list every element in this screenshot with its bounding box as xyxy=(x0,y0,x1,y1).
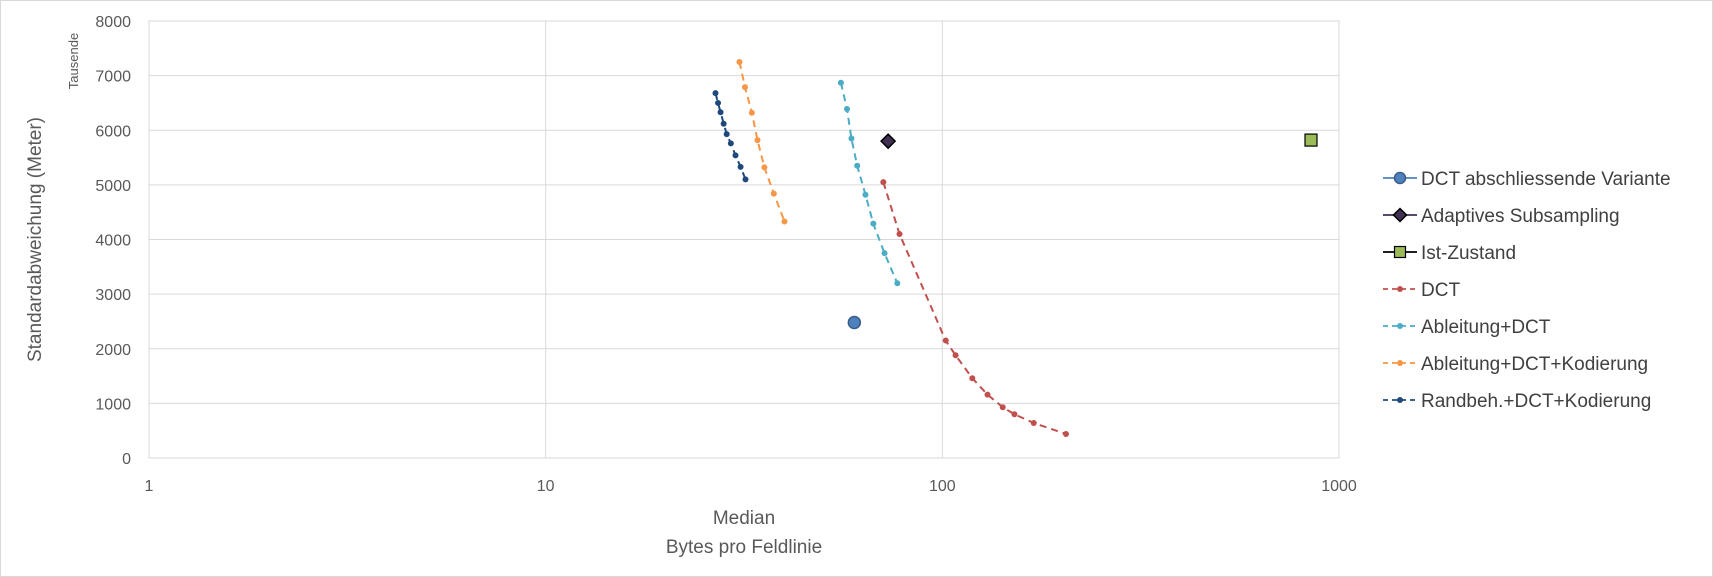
legend-label: Ist-Zustand xyxy=(1421,243,1516,264)
x-axis-ticks: 1 10 100 1000 xyxy=(145,478,1357,495)
y-axis-title: Standardabweichung (Meter) xyxy=(25,117,46,362)
legend-label: Ableitung+DCT xyxy=(1421,317,1551,338)
data-point-dot xyxy=(881,250,888,257)
series-3 xyxy=(880,179,1069,437)
y-tick-label: 1000 xyxy=(95,396,131,413)
data-point-square xyxy=(1304,133,1318,147)
x-tick-label: 10 xyxy=(537,478,555,495)
data-point-dot xyxy=(870,220,877,227)
legend-item: Ist-Zustand xyxy=(1383,243,1516,264)
series-line xyxy=(839,82,899,284)
x-axis-title-line1: Median xyxy=(713,508,775,529)
legend-label: DCT xyxy=(1421,280,1460,301)
y-axis-unit-label: Tausende xyxy=(66,33,81,89)
legend-item: Ableitung+DCT+Kodierung xyxy=(1383,354,1648,375)
data-point-circle xyxy=(1393,171,1407,185)
y-tick-label: 3000 xyxy=(95,287,131,304)
data-point-dot xyxy=(723,131,730,138)
data-point-dot xyxy=(880,179,887,186)
legend-item: Ableitung+DCT xyxy=(1383,317,1551,338)
legend: DCT abschliessende Variante Adaptives Sub… xyxy=(1383,169,1671,412)
data-point-dot xyxy=(715,99,722,106)
series-5 xyxy=(736,58,788,225)
series-layer xyxy=(712,58,1318,437)
series-0 xyxy=(847,315,862,330)
data-point-dot xyxy=(748,109,755,116)
legend-label: Adaptives Subsampling xyxy=(1421,206,1620,227)
series-4 xyxy=(837,79,901,287)
data-point-dot xyxy=(1397,286,1403,292)
data-point-dot xyxy=(742,176,749,183)
series-1 xyxy=(880,133,897,150)
x-tick-label: 100 xyxy=(929,478,956,495)
data-point-dot xyxy=(736,58,743,65)
y-tick-label: 6000 xyxy=(95,123,131,140)
data-point-dot xyxy=(754,137,761,144)
legend-item: DCT xyxy=(1383,280,1460,301)
series-line xyxy=(882,181,1067,435)
data-point-dot xyxy=(781,218,788,225)
data-point-dot xyxy=(1011,411,1018,418)
data-point-dot xyxy=(770,190,777,197)
legend-item: Adaptives Subsampling xyxy=(1383,206,1620,227)
x-axis-title-line2: Bytes pro Feldlinie xyxy=(666,537,822,558)
data-point-dot xyxy=(712,90,719,97)
data-point-dot xyxy=(844,105,851,112)
data-point-dot xyxy=(1030,420,1037,427)
y-tick-label: 5000 xyxy=(95,178,131,195)
data-point-dot xyxy=(942,337,949,344)
legend-label: Randbeh.+DCT+Kodierung xyxy=(1421,391,1651,412)
y-tick-label: 2000 xyxy=(95,342,131,359)
legend-label: Ableitung+DCT+Kodierung xyxy=(1421,354,1648,375)
plot-area xyxy=(148,20,1340,459)
data-point-diamond xyxy=(1392,207,1408,223)
legend-item: Randbeh.+DCT+Kodierung xyxy=(1383,391,1651,412)
data-point-diamond xyxy=(880,133,897,150)
data-point-dot xyxy=(952,352,959,359)
y-tick-label: 7000 xyxy=(95,69,131,86)
data-point-dot xyxy=(761,164,768,171)
data-point-dot xyxy=(999,404,1006,411)
y-tick-label: 0 xyxy=(122,451,131,468)
data-point-dot xyxy=(837,79,844,86)
y-axis-ticks: 0 1000 2000 3000 4000 5000 6000 7000 8000 xyxy=(95,14,131,468)
y-tick-label: 8000 xyxy=(95,14,131,31)
series-2 xyxy=(1304,133,1318,147)
x-tick-label: 1000 xyxy=(1321,478,1357,495)
series-6 xyxy=(712,90,749,183)
data-point-dot xyxy=(1397,323,1403,329)
data-point-dot xyxy=(1397,397,1403,403)
y-tick-label: 4000 xyxy=(95,233,131,250)
data-point-circle xyxy=(847,315,862,330)
data-point-dot xyxy=(969,375,976,382)
data-point-dot xyxy=(896,231,903,238)
data-point-dot xyxy=(741,84,748,91)
data-point-dot xyxy=(862,191,869,198)
data-point-dot xyxy=(717,109,724,116)
data-point-dot xyxy=(720,120,727,127)
legend-label: DCT abschliessende Variante xyxy=(1421,169,1671,190)
data-point-dot xyxy=(848,135,855,142)
legend-item: DCT abschliessende Variante xyxy=(1383,169,1671,190)
data-point-dot xyxy=(737,163,744,170)
data-point-square xyxy=(1393,245,1407,259)
data-point-dot xyxy=(984,391,991,398)
x-tick-label: 1 xyxy=(145,478,154,495)
data-point-dot xyxy=(732,152,739,159)
data-point-dot xyxy=(1062,430,1069,437)
data-point-dot xyxy=(894,280,901,287)
data-point-dot xyxy=(854,162,861,169)
data-point-dot xyxy=(727,140,734,147)
data-point-dot xyxy=(1397,360,1403,366)
